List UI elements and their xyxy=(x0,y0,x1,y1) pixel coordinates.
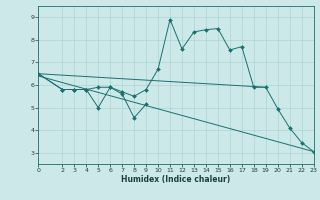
X-axis label: Humidex (Indice chaleur): Humidex (Indice chaleur) xyxy=(121,175,231,184)
